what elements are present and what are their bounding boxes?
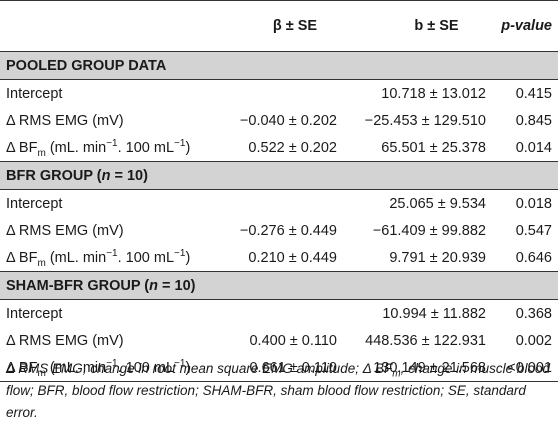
label-sub: m — [37, 367, 46, 379]
section-title-text: BFR GROUP ( — [6, 167, 102, 184]
label-sup: −1 — [106, 247, 118, 259]
table-row: Δ BFm (mL. min−1. 100 mL−1) 0.522 ± 0.20… — [0, 134, 558, 162]
section-title-sham-bfr: SHAM-BFR GROUP (n = 10) — [0, 271, 558, 300]
cell-b: 25.065 ± 9.534 — [389, 195, 486, 212]
cell-b: 65.501 ± 25.378 — [381, 139, 486, 156]
label-prefix: Δ BF — [6, 139, 38, 156]
cell-p: 0.547 — [515, 222, 552, 239]
cell-b: 130.149 ± 21.568 — [343, 354, 492, 382]
footnote-text: , change in muscle blood flow; BFR, bloo… — [6, 361, 550, 420]
table-row: Δ BFm (mL. min−1. 100 mL−1) 0.661 ± 0.11… — [0, 354, 558, 382]
row-label: Δ BFm (mL. min−1. 100 mL−1) — [0, 134, 209, 162]
label-prefix: Δ BF — [6, 249, 38, 266]
row-label: Δ BFm (mL. min−1. 100 mL−1) — [0, 354, 209, 382]
section-title-n-rest: = 10) — [110, 167, 148, 184]
row-label: Intercept — [6, 85, 63, 102]
header-p-value-text: p-value — [501, 18, 552, 34]
section-header-bfr: BFR GROUP (n = 10) — [0, 161, 558, 190]
section-title-bfr: BFR GROUP (n = 10) — [0, 161, 558, 190]
table-row: Δ RMS EMG (mV) −0.276 ± 0.449 −61.409 ± … — [0, 217, 558, 244]
cell-b: 448.536 ± 122.931 — [365, 332, 486, 349]
footnote-text: Δ RMS EMG, change in root mean square EM… — [6, 361, 393, 376]
section-title-n-rest: = 10) — [157, 277, 196, 294]
cell-beta — [209, 190, 343, 218]
label-sup: −1 — [106, 137, 118, 149]
section-header-pooled: POOLED GROUP DATA — [0, 51, 558, 80]
table-row: Intercept 10.718 ± 13.012 0.415 — [0, 80, 558, 108]
section-header-sham-bfr: SHAM-BFR GROUP (n = 10) — [0, 271, 558, 300]
label-prefix: Δ BF — [6, 359, 38, 376]
cell-b: 10.718 ± 13.012 — [381, 85, 486, 102]
cell-beta: −0.276 ± 0.449 — [239, 222, 337, 239]
label-sup: −1 — [174, 137, 186, 149]
cell-p: <0.001 — [492, 354, 558, 382]
cell-p: 0.415 — [515, 85, 552, 102]
cell-b: 10.994 ± 11.882 — [382, 305, 486, 322]
cell-p: 0.368 — [515, 305, 552, 322]
table-row: Δ BFm (mL. min−1. 100 mL−1) 0.210 ± 0.44… — [0, 244, 558, 272]
table-row: Δ RMS EMG (mV) −0.040 ± 0.202 −25.453 ± … — [0, 107, 558, 134]
section-title-n: n — [149, 277, 158, 294]
cell-beta: −0.040 ± 0.202 — [239, 112, 337, 129]
header-p-value: p-value — [492, 0, 558, 52]
label-sup: −1 — [174, 357, 186, 369]
cell-p: 0.014 — [515, 139, 552, 156]
cell-beta — [209, 300, 343, 328]
table-row: Intercept 10.994 ± 11.882 0.368 — [0, 300, 558, 328]
regression-table-container: β ± SE b ± SE p-value POOLED GROUP DATA … — [0, 0, 558, 382]
label-units: (mL. min — [45, 139, 107, 156]
row-label: Intercept — [6, 305, 63, 322]
cell-p: 0.646 — [515, 249, 552, 266]
header-label-col — [0, 0, 209, 52]
label-sub: m — [37, 257, 46, 269]
cell-p: 0.018 — [515, 195, 552, 212]
label-sup: −1 — [106, 357, 118, 369]
cell-b: −25.453 ± 129.510 — [364, 112, 486, 129]
row-label: Δ RMS EMG (mV) — [6, 222, 124, 239]
cell-beta: 0.661 ± 0.110 — [209, 354, 343, 382]
table-row: Δ RMS EMG (mV) 0.400 ± 0.110 448.536 ± 1… — [0, 327, 558, 354]
section-title-pooled: POOLED GROUP DATA — [0, 51, 558, 80]
cell-b: −61.409 ± 99.882 — [372, 222, 486, 239]
cell-p: 0.002 — [515, 332, 552, 349]
table-row: Intercept 25.065 ± 9.534 0.018 — [0, 190, 558, 218]
label-units: ) — [185, 139, 191, 156]
cell-beta: 0.210 ± 0.449 — [248, 249, 337, 266]
label-units: ) — [185, 359, 191, 376]
cell-beta — [209, 80, 343, 108]
section-title-text: SHAM-BFR GROUP ( — [6, 277, 150, 294]
section-title-n: n — [101, 167, 111, 184]
label-units: (mL. min — [45, 359, 107, 376]
label-units: . 100 mL — [117, 359, 175, 376]
footnote-sub: m — [392, 368, 401, 380]
row-label: Δ BFm (mL. min−1. 100 mL−1) — [0, 244, 209, 272]
header-beta-se: β ± SE — [209, 0, 343, 52]
regression-table: β ± SE b ± SE p-value POOLED GROUP DATA … — [0, 0, 558, 382]
label-units: . 100 mL — [117, 249, 175, 266]
label-units: (mL. min — [45, 249, 107, 266]
cell-beta: 0.400 ± 0.110 — [249, 332, 337, 349]
header-row: β ± SE b ± SE p-value — [0, 0, 558, 52]
label-sup: −1 — [174, 247, 186, 259]
cell-beta: 0.522 ± 0.202 — [248, 139, 337, 156]
label-sub: m — [37, 147, 46, 159]
row-label: Δ RMS EMG (mV) — [6, 332, 124, 349]
header-b-se: b ± SE — [343, 0, 492, 52]
row-label: Δ RMS EMG (mV) — [6, 112, 124, 129]
label-units: ) — [185, 249, 191, 266]
cell-b: 9.791 ± 20.939 — [389, 249, 486, 266]
table-footnote: Δ RMS EMG, change in root mean square EM… — [6, 358, 552, 424]
row-label: Intercept — [6, 195, 63, 212]
cell-p: 0.845 — [515, 112, 552, 129]
label-units: . 100 mL — [117, 139, 175, 156]
